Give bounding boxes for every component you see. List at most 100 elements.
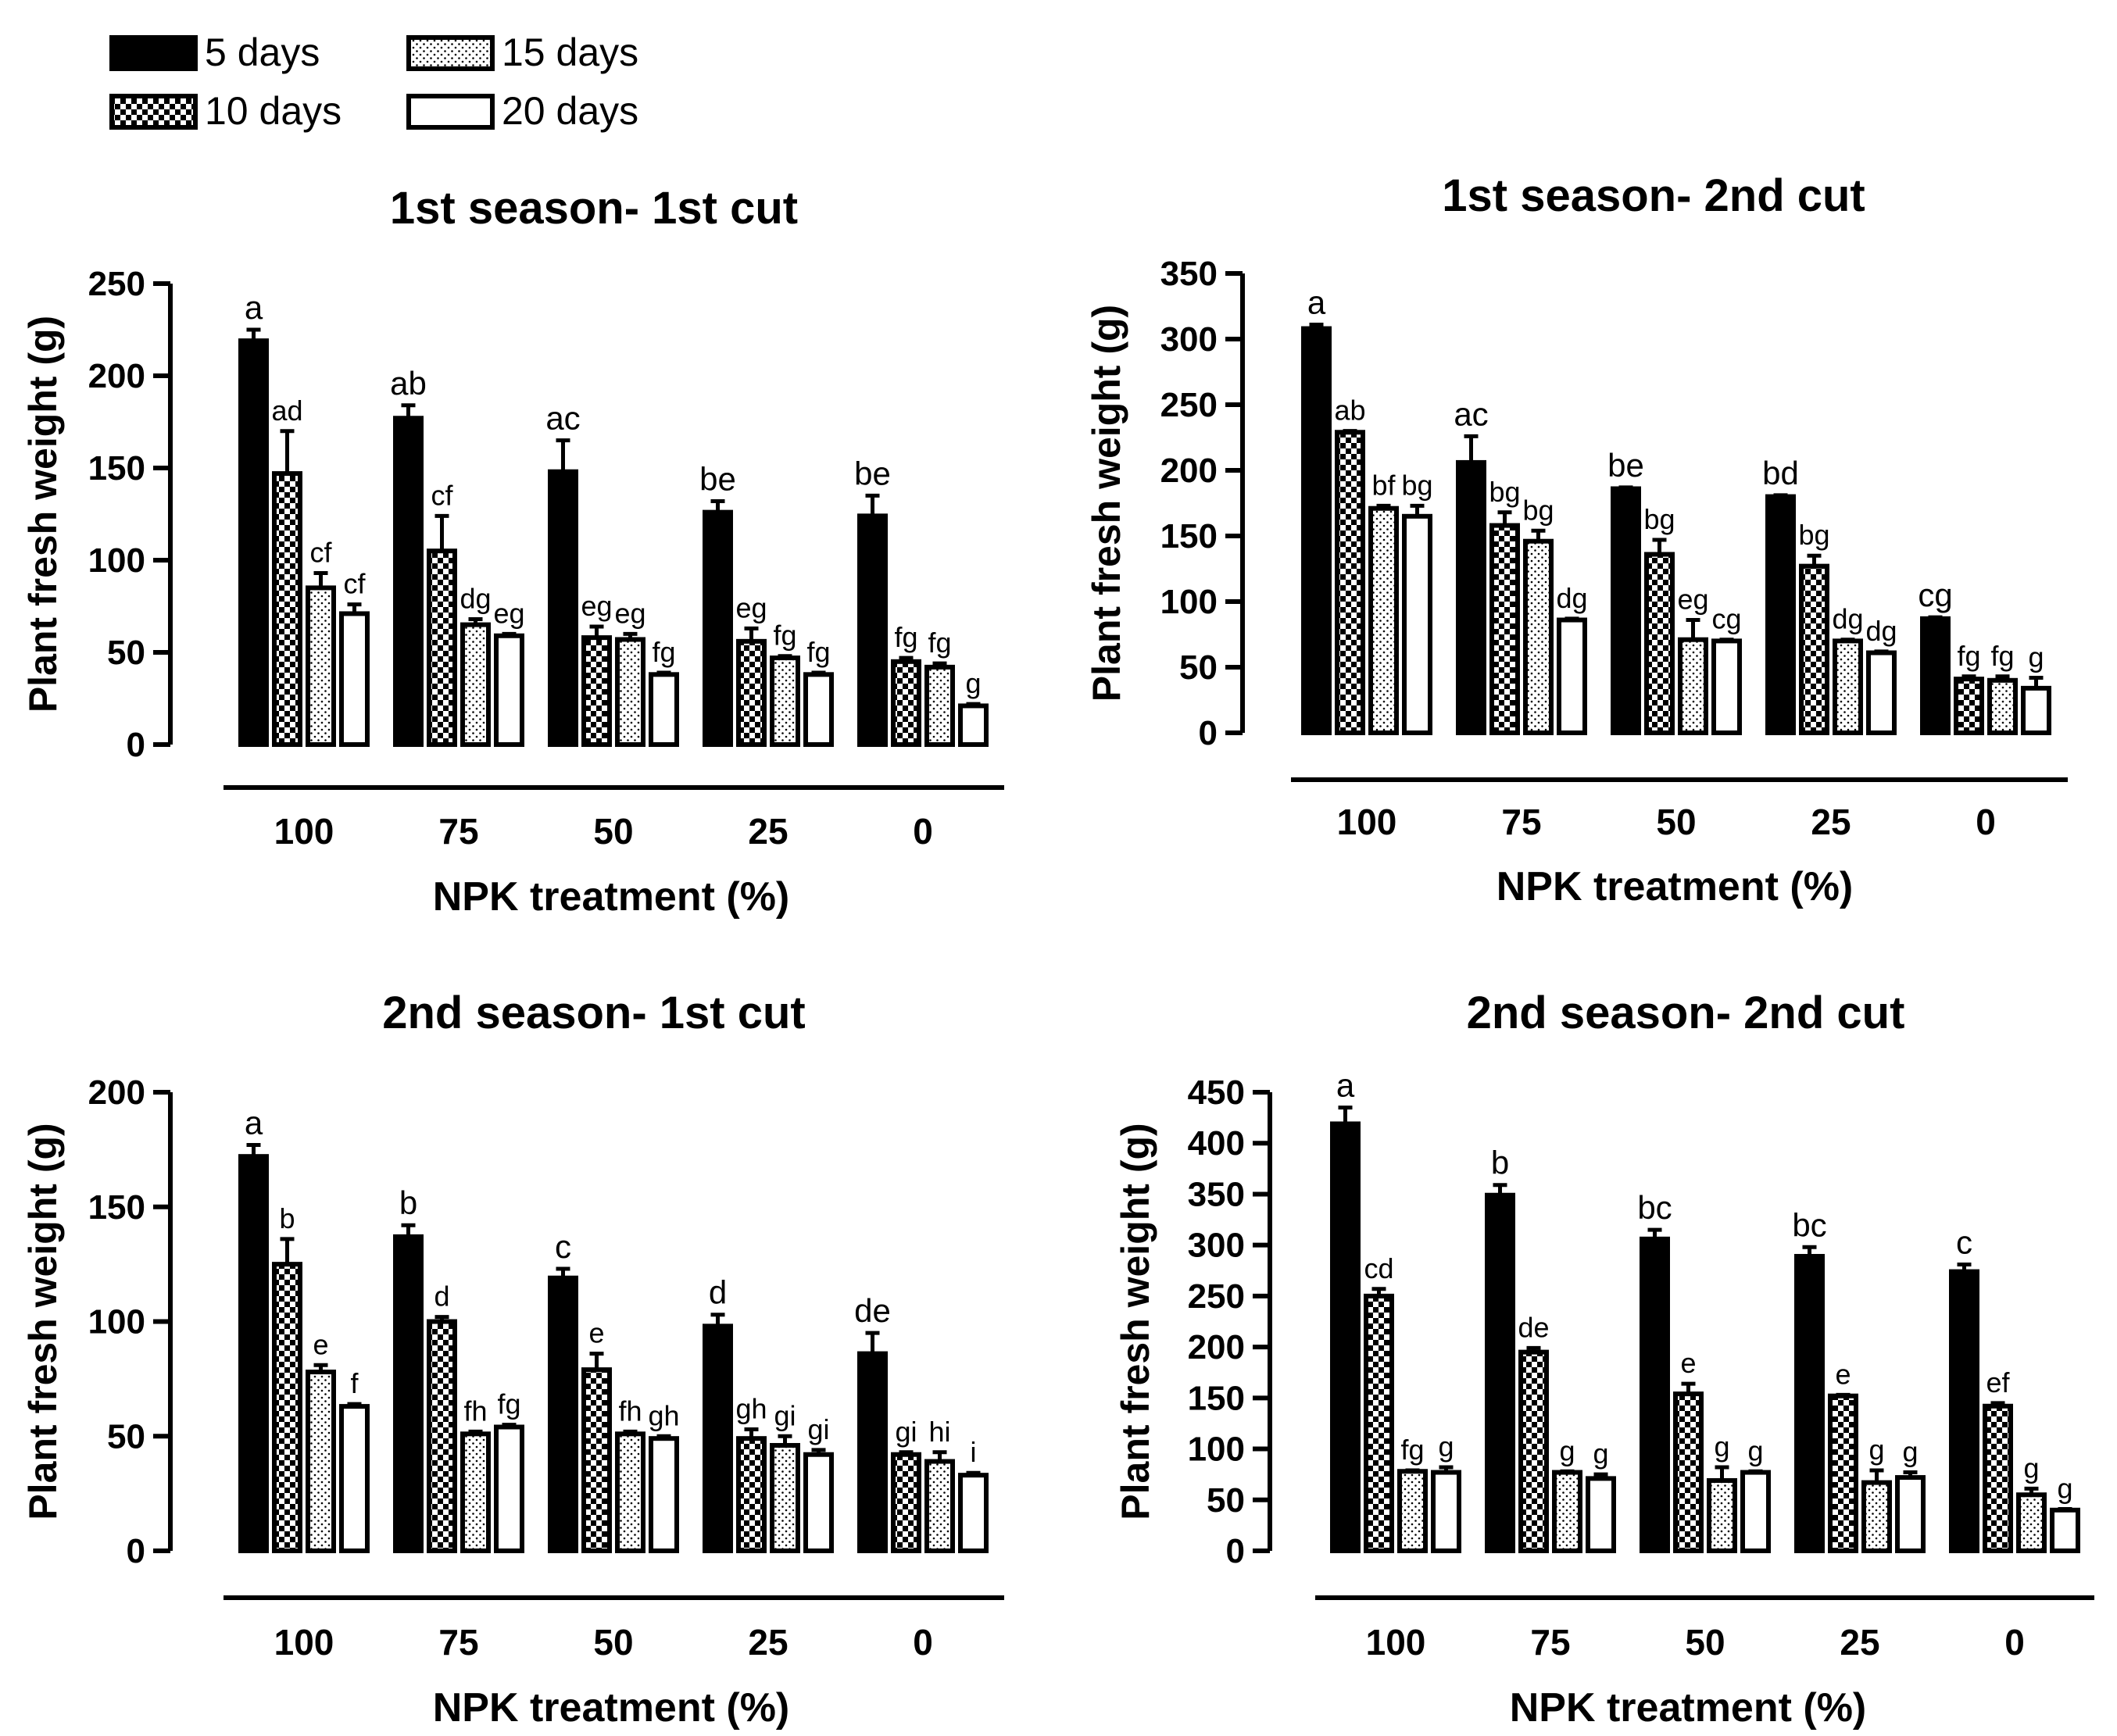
- significance-letter: fg: [1990, 640, 2014, 672]
- y-tick-label: 50: [107, 1417, 145, 1456]
- bar: [1611, 486, 1641, 736]
- bar: [649, 672, 679, 748]
- bar: [2021, 685, 2051, 736]
- significance-letter: bg: [1798, 519, 1829, 551]
- significance-letter: cg: [1711, 603, 1741, 635]
- y-tick-label: 150: [88, 449, 145, 488]
- x-axis-label: NPK treatment (%): [433, 874, 790, 920]
- significance-letter: c: [1956, 1223, 1972, 1260]
- legend: 5 days 10 days 15 days 20 days: [109, 30, 638, 133]
- significance-letter: fh: [463, 1395, 487, 1427]
- significance-letter: e: [313, 1328, 328, 1360]
- significance-letter: g: [2057, 1473, 2072, 1505]
- bar: [1983, 1403, 2013, 1554]
- x-tick-label: 0: [2004, 1622, 2025, 1663]
- bar: [1402, 513, 1432, 735]
- y-axis-label: Plant fresh weight (g): [21, 1123, 65, 1520]
- significance-letter: cf: [309, 537, 332, 569]
- x-tick-label: 50: [593, 811, 633, 852]
- significance-letter: e: [588, 1317, 604, 1349]
- x-tick-label: 75: [1530, 1622, 1570, 1663]
- bar: [615, 1431, 645, 1553]
- significance-letter: bc: [1792, 1206, 1826, 1243]
- significance-letter: gi: [807, 1413, 829, 1445]
- bar: [494, 1424, 524, 1554]
- y-axis-label: Plant fresh weight (g): [1085, 305, 1128, 702]
- significance-letter: be: [1607, 447, 1644, 484]
- legend-entry-5-days: 5 days: [109, 30, 320, 74]
- y-tick-label: 250: [1188, 1277, 1245, 1316]
- significance-letter: ac: [1454, 395, 1488, 432]
- bar: [1431, 1470, 1461, 1553]
- y-tick-label: 150: [88, 1188, 145, 1227]
- bar: [770, 1442, 800, 1553]
- bar: [1456, 459, 1486, 735]
- significance-letter: cf: [431, 479, 453, 511]
- bar: [803, 672, 834, 748]
- x-axis-label: NPK treatment (%): [433, 1685, 790, 1731]
- bar: [427, 548, 457, 748]
- bar: [1640, 1236, 1670, 1553]
- bar: [958, 1473, 989, 1554]
- y-tick-label: 150: [1160, 517, 1218, 555]
- bar: [1954, 677, 1984, 735]
- bar: [306, 585, 336, 748]
- y-tick-label: 0: [1226, 1532, 1245, 1570]
- chart-title: 2nd season- 2nd cut: [1467, 988, 1905, 1038]
- significance-letter: d: [709, 1274, 727, 1311]
- bar: [272, 471, 302, 748]
- y-tick-label: 300: [1188, 1227, 1245, 1265]
- significance-letter: g: [2023, 1452, 2039, 1484]
- significance-letter: f: [350, 1367, 359, 1399]
- significance-letter: i: [971, 1436, 977, 1468]
- significance-letter: g: [1902, 1436, 1918, 1468]
- bar: [427, 1319, 457, 1553]
- significance-letter: fg: [928, 627, 951, 659]
- bar: [703, 1323, 733, 1553]
- bar: [494, 633, 524, 748]
- significance-letter: ad: [271, 395, 302, 427]
- significance-letter: a: [1336, 1067, 1355, 1104]
- significance-letter: a: [245, 1105, 263, 1141]
- bar: [339, 611, 370, 747]
- significance-letter: g: [965, 667, 981, 699]
- y-axis-label: Plant fresh weight (g): [21, 316, 65, 713]
- x-tick-label: 100: [1337, 802, 1397, 842]
- bar: [1552, 1470, 1582, 1553]
- significance-letter: g: [1747, 1434, 1763, 1466]
- bar: [581, 635, 612, 747]
- significance-letter: g: [1868, 1434, 1884, 1466]
- bar: [1678, 637, 1708, 735]
- x-tick-label: 100: [274, 811, 334, 852]
- significance-letter: d: [434, 1281, 449, 1313]
- significance-letter: fg: [894, 621, 917, 653]
- bar: [306, 1370, 336, 1553]
- x-tick-label: 100: [274, 1622, 334, 1663]
- chart-panel-2nd-season-2nd-cut: 2nd season- 2nd cut050100150200250300350…: [1114, 988, 2094, 1731]
- y-tick-label: 100: [1160, 583, 1218, 621]
- bar: [770, 655, 800, 748]
- x-tick-label: 75: [438, 811, 478, 852]
- significance-letter: g: [1714, 1431, 1729, 1463]
- significance-letter: fg: [497, 1388, 520, 1420]
- y-axis-label: Plant fresh weight (g): [1114, 1123, 1157, 1520]
- legend-label-5-days: 5 days: [205, 30, 320, 74]
- bar: [2016, 1492, 2047, 1554]
- significance-letter: de: [854, 1292, 891, 1329]
- significance-letter: e: [1680, 1347, 1696, 1379]
- significance-letter: c: [555, 1228, 571, 1265]
- bar: [958, 703, 989, 748]
- significance-letter: bg: [1522, 494, 1554, 526]
- significance-letter: ab: [1334, 395, 1365, 427]
- significance-letter: eg: [581, 590, 612, 622]
- significance-letter: eg: [735, 591, 767, 623]
- significance-letter: g: [1593, 1438, 1608, 1470]
- bar: [891, 659, 921, 747]
- bar: [460, 622, 491, 747]
- y-tick-label: 200: [1188, 1328, 1245, 1366]
- y-tick-label: 50: [1207, 1481, 1245, 1520]
- bar: [1330, 1121, 1361, 1553]
- significance-letter: gi: [895, 1416, 917, 1448]
- bar: [339, 1404, 370, 1553]
- bar: [891, 1452, 921, 1553]
